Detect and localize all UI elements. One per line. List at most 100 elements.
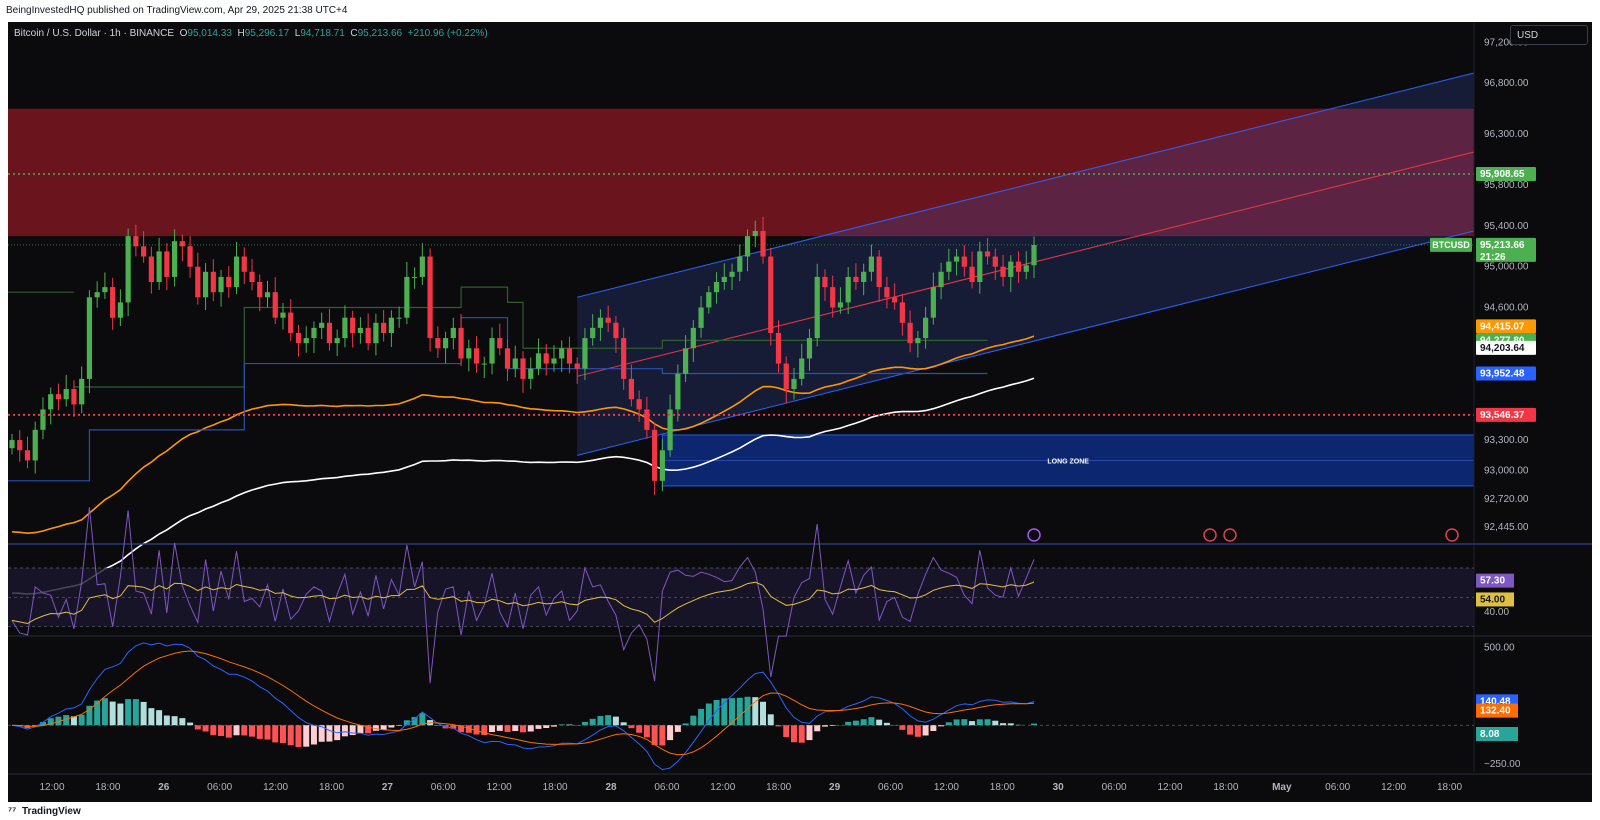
low-value: 94,718.71	[300, 28, 345, 39]
macd-histogram-bar	[411, 716, 418, 726]
macd-histogram-bar	[70, 716, 77, 726]
rsi-value-label: 57.30	[1480, 576, 1505, 587]
candle-body	[520, 358, 526, 379]
candle-body	[636, 399, 642, 410]
macd-histogram-bar	[713, 700, 720, 726]
candle-body	[210, 271, 216, 293]
chart-area[interactable]: LONG ZONE 97,200.00 96,800.00 96,300.00 95,8…	[8, 22, 1592, 802]
price-label: 95,213.66	[1480, 240, 1525, 251]
candle-body	[110, 287, 116, 318]
macd-histogram-bar	[125, 699, 132, 726]
candle-body	[458, 327, 464, 359]
price-tick-label: 93,300.00	[1484, 435, 1529, 446]
candle-body	[582, 338, 588, 369]
macd-histogram-bar	[326, 725, 333, 742]
chart-svg[interactable]: LONG ZONE 97,200.00 96,800.00 96,300.00 95,8…	[8, 22, 1592, 802]
candle-body	[1008, 261, 1014, 277]
macd-histogram-bar	[543, 725, 550, 729]
supply-zone	[8, 108, 1474, 237]
candle-body	[775, 332, 782, 364]
ema-orange-line	[11, 335, 1035, 535]
macd-value-bg	[1476, 703, 1518, 718]
macd-histogram-bar	[396, 725, 403, 726]
time-tick-label: 29	[829, 782, 841, 793]
macd-histogram-bar	[458, 725, 465, 733]
candle-body	[713, 282, 720, 293]
candle-body	[659, 450, 665, 481]
price-label: 94,203.64	[1480, 343, 1525, 354]
candle-body	[590, 327, 596, 339]
publish-header: BeingInvestedHQ published on TradingView…	[0, 0, 1600, 22]
macd-histogram-bar	[341, 725, 348, 737]
macd-histogram-bar	[852, 720, 859, 726]
candle-body	[1031, 244, 1037, 266]
macd-histogram-bar	[899, 725, 906, 730]
macd-histogram-bar	[643, 725, 650, 738]
price-label: 94,415.07	[1480, 321, 1525, 332]
time-tick-label: 18:00	[1437, 782, 1462, 793]
candle-body	[675, 373, 681, 410]
macd-histogram-bar	[512, 725, 519, 732]
macd-histogram-bar	[233, 725, 240, 736]
ema-white-line	[11, 377, 1035, 595]
macd-histogram-bar	[388, 725, 395, 728]
time-tick-label: 12:00	[487, 782, 512, 793]
macd-histogram-bar	[930, 725, 937, 732]
candle-body	[125, 236, 131, 303]
candle-body	[381, 322, 387, 333]
macd-histogram-bar	[357, 725, 364, 734]
candle-body	[621, 338, 627, 379]
macd-value-label: 8.08	[1480, 729, 1500, 740]
macd-histogram-bar	[829, 725, 836, 726]
candle-body	[559, 348, 565, 359]
candle-body	[195, 266, 201, 298]
macd-histogram-bar	[783, 725, 790, 737]
time-axis-bg	[8, 774, 1592, 802]
macd-histogram-bar	[163, 715, 170, 726]
candle-body	[768, 256, 774, 333]
candle-body	[721, 276, 727, 282]
macd-histogram-bar	[303, 725, 310, 747]
candle-body	[86, 297, 93, 379]
macd-histogram-bar	[179, 718, 186, 726]
macd-histogram-bar	[1007, 723, 1014, 726]
macd-histogram-bar	[922, 725, 929, 736]
price-label: 93,546.37	[1480, 410, 1525, 421]
candle-body	[319, 322, 325, 328]
candle-body	[257, 282, 263, 298]
macd-histogram-bar	[589, 718, 596, 726]
macd-histogram-bar	[628, 725, 635, 729]
price-tick-label: 96,300.00	[1484, 129, 1529, 140]
macd-histogram-bar	[705, 703, 712, 726]
candle-body	[652, 429, 658, 481]
macd-histogram-bar	[39, 722, 46, 726]
close-value: 95,213.66	[357, 28, 403, 39]
candle-body	[737, 256, 743, 272]
candle-body	[597, 317, 604, 328]
candle-body	[365, 327, 371, 344]
candle-body	[40, 409, 46, 430]
rsi-value-bg	[1476, 592, 1514, 607]
candle-body	[868, 256, 875, 272]
candle-body	[388, 317, 394, 333]
currency-button[interactable]: USD	[1510, 25, 1588, 45]
macd-histogram-bar	[202, 725, 209, 732]
candle-body	[930, 287, 936, 318]
macd-histogram-bar	[365, 725, 372, 734]
time-tick-label: May	[1272, 782, 1292, 793]
ohlc-legend: Bitcoin / U.S. Dollar · 1h · BINANCE O95…	[14, 28, 488, 39]
macd-histogram-bar	[295, 725, 302, 747]
candle-body	[295, 332, 302, 344]
candle-body	[63, 389, 69, 400]
candle-body	[17, 440, 23, 451]
macd-histogram-bar	[620, 722, 627, 726]
regression-channel-mid	[577, 151, 1475, 377]
long-zone-label: LONG ZONE	[1047, 458, 1089, 465]
macd-histogram-bar	[690, 715, 697, 726]
price-label: 94,277.80	[1480, 335, 1525, 346]
macd-value-bg	[1476, 726, 1518, 741]
candle-body	[102, 287, 108, 293]
candle-body	[148, 256, 154, 282]
time-tick-label: 18:00	[766, 782, 791, 793]
candle-body	[442, 338, 449, 349]
